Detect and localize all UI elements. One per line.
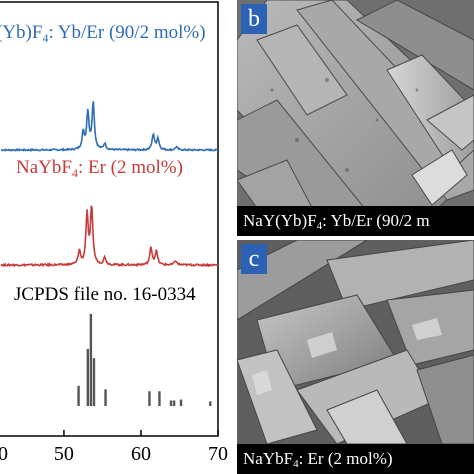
plot-frame <box>0 1 219 437</box>
panel-caption-b-prefix: NaY(Yb)F <box>243 211 317 230</box>
series-label-red-rest: : Er (2 mol%) <box>77 157 183 178</box>
x-tick-label-0: 50 <box>54 443 74 465</box>
series-label-red: NaYbF4: Er (2 mol%) <box>16 157 183 180</box>
sem-image-c <box>237 240 474 474</box>
x-tick-label-2: 70 <box>208 443 228 465</box>
panel-letter-c: c <box>241 244 267 274</box>
panel-caption-b-sub: 4 <box>316 220 323 232</box>
panel-caption-b: NaY(Yb)F4: Yb/Er (90/2 m <box>237 206 474 236</box>
panel-caption-c-prefix: NaYbF <box>243 449 294 468</box>
series-label-blue-rest: : Yb/Er (90/2 mol%) <box>48 22 206 43</box>
x-tick-label-partial: 40 <box>0 443 8 465</box>
series-label-blue: (Yb)F4: Yb/Er (90/2 mol%) <box>0 22 206 45</box>
xrd-pattern-1 <box>0 205 219 268</box>
x-tick-label-1: 60 <box>131 443 151 465</box>
panel-caption-c-sub: 4 <box>293 458 299 470</box>
series-label-red-sub: 4 <box>71 166 78 180</box>
panel-caption-c-rest: : Er (2 mol%) <box>298 449 393 468</box>
series-label-blue-prefix: (Yb)F <box>0 22 43 43</box>
xrd-plot: 50607040 (Yb)F4: Yb/Er (90/2 mol%) NaYbF… <box>0 1 228 465</box>
series-label-blue-sub: 4 <box>42 31 49 45</box>
panel-caption-c: NaYbF4: Er (2 mol%) <box>237 444 474 474</box>
xrd-pattern-0 <box>0 101 219 152</box>
panel-caption-b-rest: : Yb/Er (90/2 m <box>322 211 430 230</box>
xrd-plot-canvas: 50 60 70 40 <box>0 1 228 465</box>
series-label-reference-text: JCPDS file no. 16-0334 <box>14 284 196 305</box>
series-label-red-prefix: NaYbF <box>16 157 72 178</box>
sem-image-b <box>237 0 474 236</box>
sem-panel-b: b NaY(Yb)F4: Yb/Er (90/2 m <box>237 0 474 236</box>
panel-letter-b: b <box>241 4 267 34</box>
sem-panel-c: c NaYbF4: Er (2 mol%) <box>237 240 474 474</box>
series-label-reference: JCPDS file no. 16-0334 <box>14 285 196 305</box>
